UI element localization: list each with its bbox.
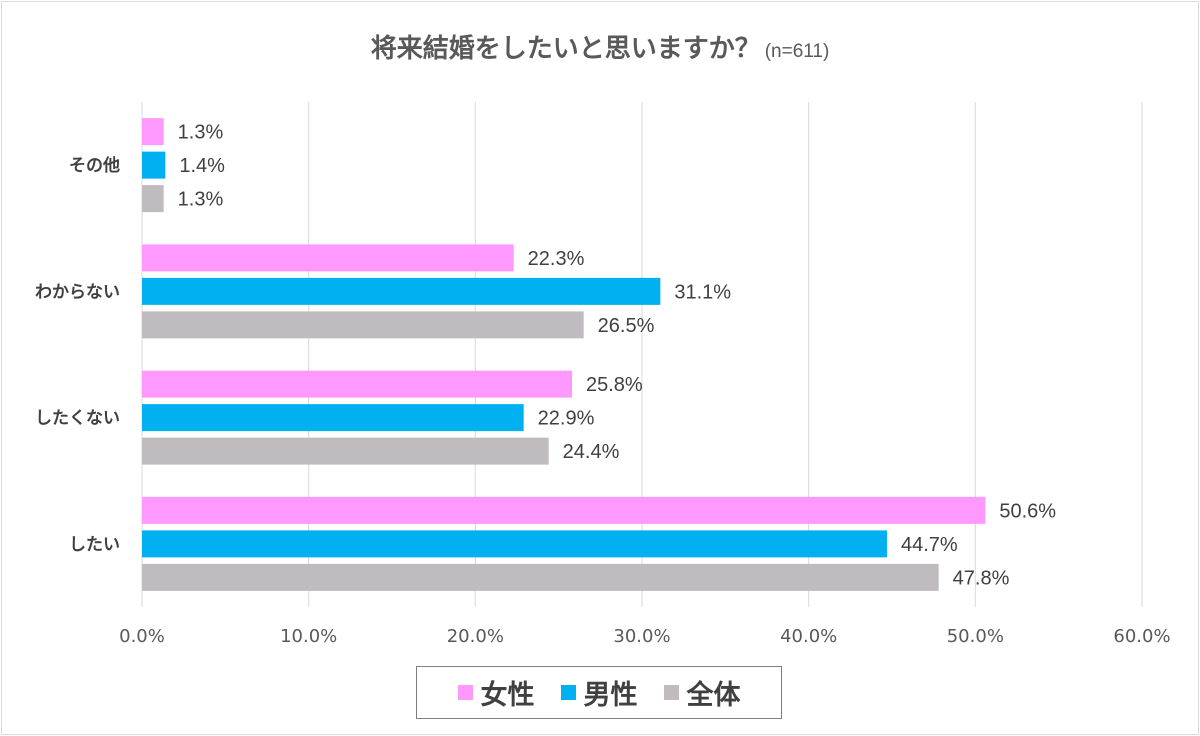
x-tick-label: 10.0%	[280, 626, 337, 647]
legend-item-total: 全体	[663, 673, 741, 712]
legend-swatch-total	[663, 685, 679, 700]
data-label: 22.9%	[538, 408, 595, 430]
data-label: 1.3%	[178, 189, 224, 211]
data-label: 22.3%	[528, 248, 585, 270]
data-label: 24.4%	[563, 441, 620, 463]
x-tick-label: 40.0%	[780, 626, 837, 647]
data-label: 26.5%	[598, 315, 655, 337]
data-label: 25.8%	[586, 374, 643, 396]
data-label: 31.1%	[674, 281, 731, 303]
bar	[142, 277, 661, 305]
bar	[142, 370, 572, 398]
category-label: わからない	[35, 282, 120, 302]
bar	[142, 496, 986, 524]
legend-label-male: 男性	[583, 680, 638, 711]
x-tick-label: 20.0%	[447, 626, 504, 647]
x-tick-label: 0.0%	[119, 626, 165, 647]
legend-swatch-male	[560, 685, 576, 700]
bar	[142, 404, 524, 432]
data-label: 1.4%	[179, 155, 225, 177]
bar	[142, 244, 514, 272]
legend-label-female: 女性	[480, 680, 535, 711]
legend: 女性 男性 全体	[416, 666, 782, 719]
category-label: したくない	[35, 409, 120, 429]
bar	[142, 563, 939, 591]
data-label: 44.7%	[901, 534, 958, 556]
data-label: 1.3%	[178, 122, 224, 144]
chart-title-block: 将来結婚をしたいと思いますか？ (n=611)	[0, 28, 1200, 65]
category-label: その他	[69, 155, 120, 176]
legend-swatch-female	[457, 685, 473, 700]
bar	[142, 530, 887, 558]
legend-item-male: 男性	[560, 673, 638, 712]
chart-title: 将来結婚をしたいと思いますか？	[370, 34, 761, 64]
legend-item-female: 女性	[457, 673, 535, 712]
data-label: 50.6%	[999, 500, 1056, 522]
bar	[142, 151, 166, 179]
chart-subtitle: (n=611)	[764, 41, 830, 62]
x-tick-label: 50.0%	[947, 626, 1004, 647]
x-tick-label: 30.0%	[613, 626, 670, 647]
bar	[142, 437, 549, 465]
x-tick-label: 60.0%	[1113, 626, 1170, 647]
legend-label-total: 全体	[686, 680, 741, 711]
bar	[142, 118, 164, 146]
bar	[142, 185, 164, 213]
data-label: 47.8%	[953, 567, 1010, 589]
category-label: したい	[69, 535, 120, 555]
bar	[142, 311, 584, 339]
